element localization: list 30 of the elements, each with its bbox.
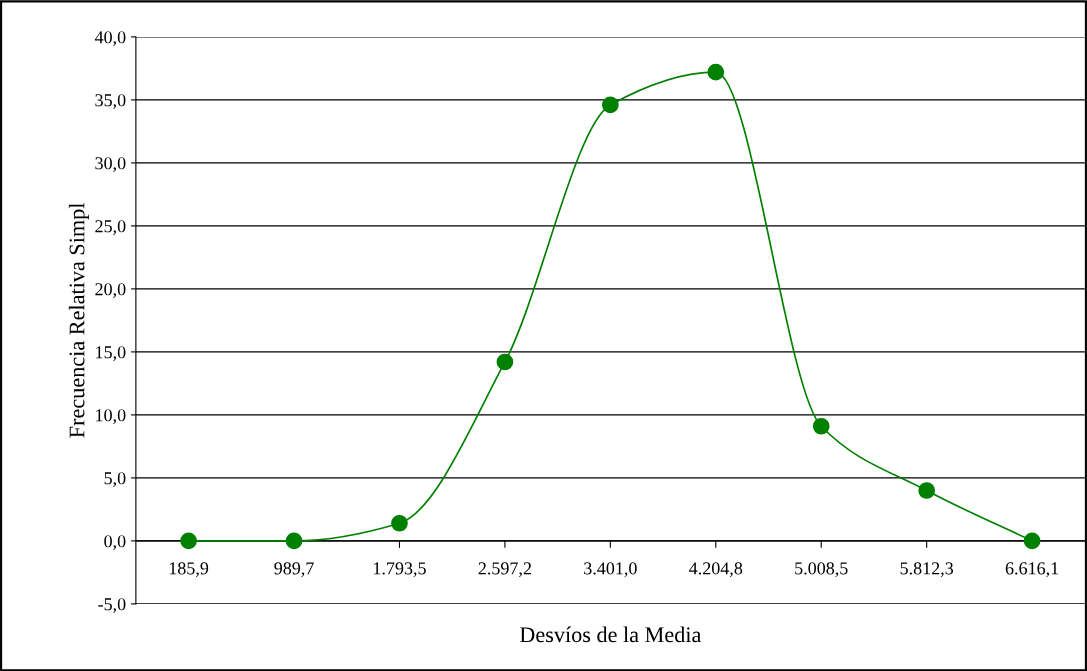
- point: [1023, 532, 1041, 550]
- point: [918, 482, 936, 499]
- point: [391, 514, 408, 532]
- point: [812, 417, 830, 435]
- x-tick-label: 1.793,5: [373, 562, 426, 578]
- y-tick-label: 10,0: [96, 409, 126, 424]
- point: [602, 96, 619, 114]
- x-tick-label: 4.204,8: [689, 562, 743, 578]
- y-tick-label: 0,0: [104, 535, 126, 550]
- y-tick-label: 20,0: [95, 283, 126, 298]
- y-tick-label: 5,0: [104, 472, 126, 487]
- y-axis-title: Frecuencia Relativa Simpl: [68, 202, 89, 438]
- x-tick-label: 185,9: [169, 562, 209, 578]
- y-tick-label: 35,0: [95, 94, 126, 109]
- x-tick-label: 3.401,0: [584, 562, 637, 578]
- x-tick-label: 2.597,2: [478, 562, 531, 578]
- point: [496, 353, 514, 371]
- point: [285, 532, 303, 550]
- y-tick-label: 40,0: [94, 31, 126, 46]
- y-tick-label: 25,0: [95, 220, 126, 235]
- point: [180, 532, 197, 550]
- y-tick-label: -5,0: [98, 598, 126, 613]
- x-tick-label: 989,7: [274, 562, 314, 578]
- x-tick-label: 6.616,1: [1005, 562, 1059, 578]
- y-tick-label: 15,0: [96, 346, 126, 361]
- x-tick-label: 5.008,5: [795, 562, 848, 578]
- point: [707, 63, 725, 81]
- x-axis-title: Desvíos de la Media: [519, 626, 702, 643]
- y-tick-label: 30,0: [95, 157, 126, 172]
- x-tick-label: 5.812,3: [900, 562, 954, 578]
